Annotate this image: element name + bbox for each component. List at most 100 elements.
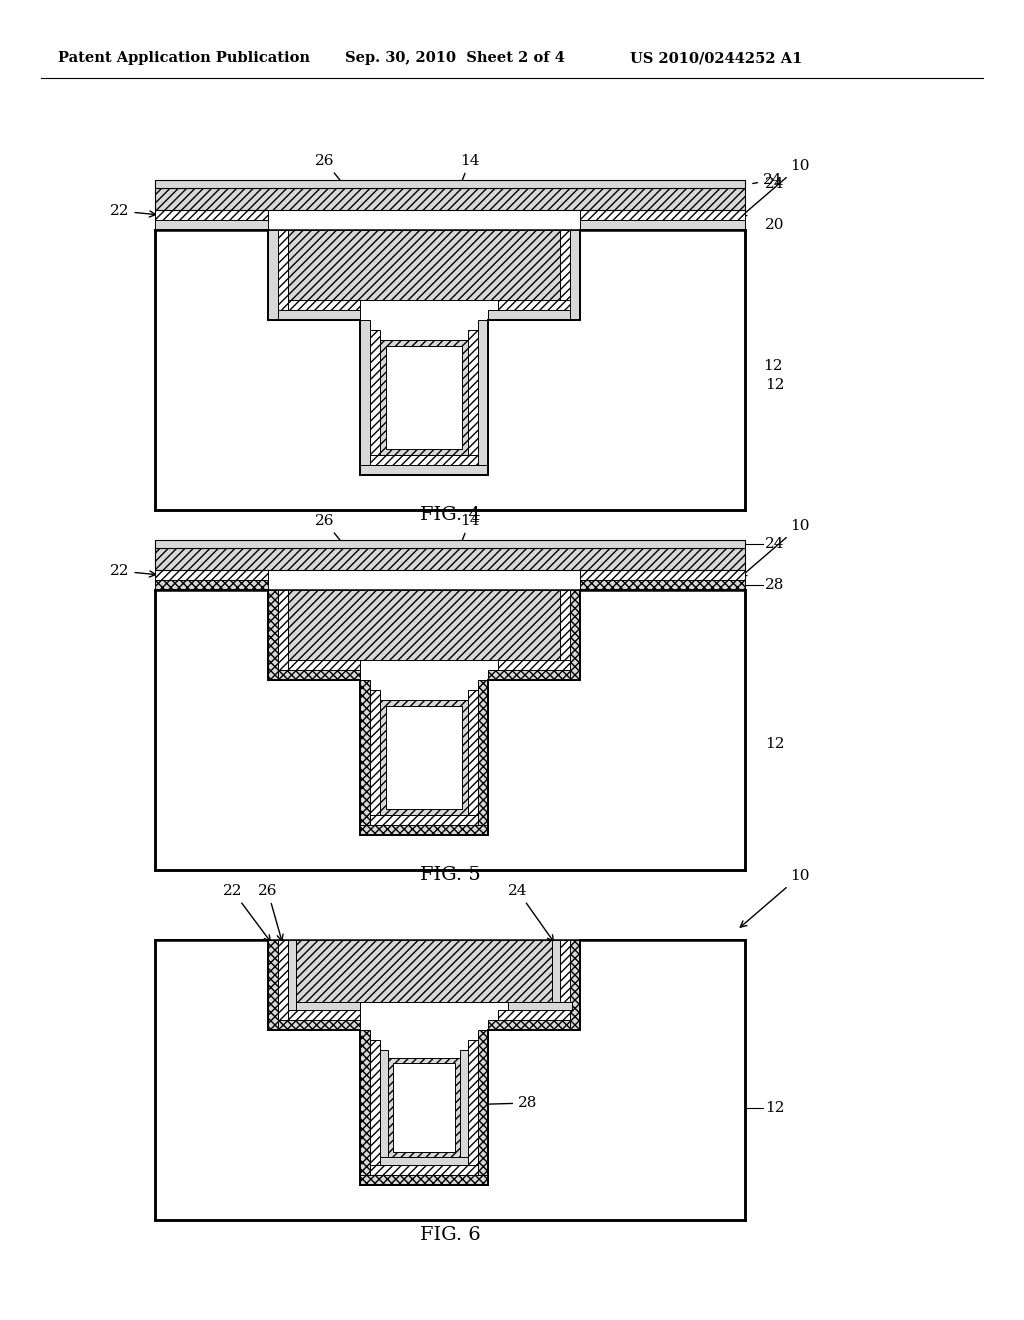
- Bar: [386, 346, 462, 449]
- Bar: [460, 1049, 468, 1158]
- Bar: [360, 319, 488, 475]
- Bar: [580, 220, 745, 230]
- Text: 20: 20: [765, 218, 784, 232]
- Text: 12: 12: [765, 1101, 784, 1115]
- Bar: [278, 230, 288, 310]
- Bar: [370, 455, 478, 465]
- Bar: [580, 579, 745, 590]
- Bar: [498, 300, 570, 310]
- Bar: [155, 940, 745, 1220]
- Bar: [370, 330, 380, 455]
- Bar: [155, 590, 745, 870]
- Bar: [570, 590, 580, 680]
- Bar: [560, 590, 570, 671]
- Bar: [468, 690, 478, 814]
- Bar: [155, 579, 268, 590]
- Bar: [498, 660, 570, 671]
- Text: 26: 26: [258, 884, 283, 941]
- Text: 24: 24: [753, 173, 782, 187]
- Text: 10: 10: [740, 869, 810, 927]
- Bar: [288, 660, 360, 671]
- Bar: [380, 1049, 388, 1158]
- Bar: [488, 1020, 570, 1030]
- Bar: [552, 940, 560, 1010]
- Bar: [478, 319, 488, 465]
- Bar: [278, 940, 288, 1020]
- Bar: [268, 230, 278, 319]
- Bar: [360, 680, 370, 825]
- Bar: [155, 187, 745, 210]
- Bar: [268, 940, 580, 1030]
- Bar: [296, 940, 552, 1002]
- Bar: [580, 570, 745, 579]
- Bar: [393, 1063, 455, 1152]
- Bar: [155, 210, 268, 220]
- Bar: [380, 1158, 468, 1166]
- Bar: [155, 540, 745, 548]
- Text: 22: 22: [110, 205, 156, 218]
- Bar: [570, 230, 580, 319]
- Bar: [560, 940, 570, 1020]
- Text: 22: 22: [110, 564, 156, 578]
- Bar: [268, 590, 580, 680]
- Bar: [278, 671, 360, 680]
- Bar: [268, 940, 278, 1030]
- Bar: [288, 1010, 360, 1020]
- Text: 26: 26: [315, 513, 352, 556]
- Bar: [360, 465, 488, 475]
- Bar: [488, 671, 570, 680]
- Bar: [360, 1030, 370, 1175]
- Bar: [478, 1030, 488, 1175]
- Bar: [278, 1020, 360, 1030]
- Text: 24: 24: [508, 884, 554, 941]
- Text: 24: 24: [765, 537, 784, 550]
- Text: 22: 22: [223, 884, 270, 941]
- Bar: [386, 706, 462, 809]
- Bar: [360, 680, 488, 836]
- Bar: [468, 330, 478, 455]
- Text: Sep. 30, 2010  Sheet 2 of 4: Sep. 30, 2010 Sheet 2 of 4: [345, 51, 565, 65]
- Bar: [155, 220, 268, 230]
- Bar: [278, 590, 288, 671]
- Bar: [288, 590, 560, 660]
- Text: 24: 24: [765, 177, 784, 191]
- Bar: [570, 940, 580, 1030]
- Bar: [380, 341, 468, 455]
- Text: US 2010/0244252 A1: US 2010/0244252 A1: [630, 51, 803, 65]
- Bar: [370, 1040, 380, 1166]
- Bar: [498, 1010, 570, 1020]
- Bar: [155, 548, 745, 570]
- Bar: [478, 680, 488, 825]
- Text: 12: 12: [765, 737, 784, 751]
- Text: FIG. 4: FIG. 4: [420, 506, 480, 524]
- Bar: [268, 590, 278, 680]
- Bar: [155, 570, 268, 579]
- Text: 10: 10: [740, 158, 810, 218]
- Bar: [488, 310, 570, 319]
- Bar: [155, 180, 745, 187]
- Text: Patent Application Publication: Patent Application Publication: [58, 51, 310, 65]
- Text: 10: 10: [740, 519, 810, 577]
- Text: FIG. 6: FIG. 6: [420, 1226, 480, 1243]
- Bar: [370, 690, 380, 814]
- Bar: [580, 210, 745, 220]
- Bar: [296, 1002, 360, 1010]
- Bar: [278, 310, 360, 319]
- Text: FIG. 5: FIG. 5: [420, 866, 480, 884]
- Bar: [508, 1002, 572, 1010]
- Bar: [360, 1175, 488, 1185]
- Bar: [288, 300, 360, 310]
- Text: 14: 14: [456, 513, 479, 554]
- Bar: [468, 1040, 478, 1166]
- Bar: [360, 825, 488, 836]
- Bar: [380, 700, 468, 814]
- Bar: [370, 1166, 478, 1175]
- Text: 12: 12: [763, 359, 782, 374]
- Bar: [288, 230, 560, 300]
- Bar: [155, 230, 745, 510]
- Text: 14: 14: [456, 154, 479, 195]
- Bar: [268, 230, 580, 319]
- Bar: [560, 230, 570, 310]
- Bar: [360, 319, 370, 465]
- Text: 12: 12: [765, 378, 784, 392]
